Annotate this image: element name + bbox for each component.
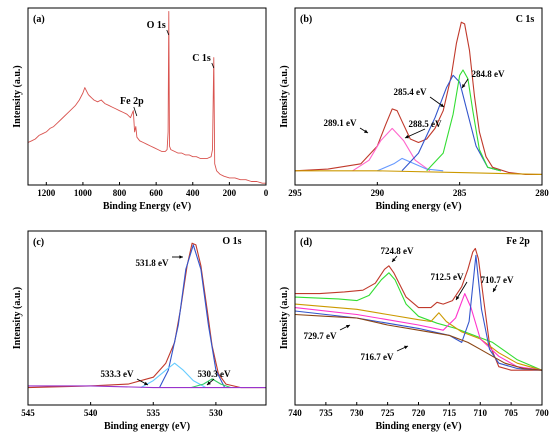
series-line-c-2 [140,362,207,389]
element-label-b: C 1s [516,14,535,25]
element-label-c: O 1s [222,236,241,247]
series-line-b-4 [426,69,501,172]
peak-label-c-2: 530.3 eV [198,369,231,379]
peak-label-b-2: 288.5 eV [409,119,442,129]
element-label-d: Fe 2p [506,236,530,247]
chart-panel-a: 1200 1000 800 600 400 200 0 Binding Energy (eV)… [12,7,269,212]
peak-arrowhead-b-3 [364,129,368,133]
y-axis-title-a: Intensity (a.u.) [12,65,23,128]
series-line-c-0 [27,242,266,389]
x-tick-label-d-3: 725 [381,408,395,418]
annotation-a-2: Fe 2p [120,96,144,107]
x-tick-label-b-2: 285 [453,188,467,198]
peak-label-d-0: 724.8 eV [381,246,414,256]
peak-arrowhead-c-2 [207,381,211,385]
x-tick-label-b-0: 295 [288,188,302,198]
plot-frame-c [27,230,267,406]
peak-label-d-4: 716.7 eV [361,352,394,362]
x-tick-label-c-0: 545 [21,408,35,418]
chart-panel-b: 295 290 285 280 Binding energy (eV) Intensity… [279,7,549,212]
x-tick-label-a-0: 1200 [37,188,56,198]
plot-frame-b [294,7,543,186]
x-axis-title-b: Binding energy (eV) [375,201,461,212]
chart-panel-c: 545 540 535 530 Binding energy (eV) Intensity… [12,230,267,432]
plot-frame-a [27,7,267,186]
x-tick-label-d-7: 705 [504,408,518,418]
x-tick-label-b-1: 290 [371,188,385,198]
x-tick-label-d-6: 710 [474,408,488,418]
peak-arrowhead-c-1 [144,381,148,385]
x-tick-label-a-4: 400 [186,188,200,198]
annotation-a-0: O 1s [147,20,166,31]
peak-label-b-1: 285.4 eV [394,87,427,97]
panel-label-c: (c) [33,237,44,248]
series-line-d-0 [295,247,542,371]
peak-arrowhead-b-2 [405,134,409,139]
peak-arrowhead-d-3 [346,325,350,329]
x-tick-label-a-1: 1000 [74,188,93,198]
x-tick-label-a-2: 800 [113,188,127,198]
series-line-b-5 [295,170,543,175]
series-line-d-1 [294,272,543,371]
annotation-leader-a-2 [133,106,138,117]
peak-arrowhead-b-1 [440,103,444,107]
series-line-a-0 [27,11,266,184]
annotation-leader-a-1 [211,62,215,69]
x-tick-label-d-5: 715 [443,408,457,418]
peak-arrowhead-b-0 [462,84,466,88]
series-line-b-1 [352,127,431,172]
x-axis-title-d: Binding energy (eV) [375,421,461,432]
x-tick-label-d-8: 700 [535,408,549,418]
y-axis-title-b: Intensity (a.u.) [279,65,290,128]
y-axis-title-d: Intensity (a.u.) [279,287,290,350]
annotation-leader-a-0 [166,29,170,36]
peak-label-d-1: 712.5 eV [431,272,464,282]
x-tick-label-d-0: 740 [288,408,302,418]
x-tick-label-c-3: 530 [209,408,223,418]
peak-arrowhead-c-0 [179,255,183,259]
x-tick-label-d-1: 735 [319,408,333,418]
x-tick-label-c-2: 535 [147,408,161,418]
x-tick-label-d-2: 730 [350,408,364,418]
x-tick-label-d-4: 720 [412,408,426,418]
x-axis-title-a: Binding Energy (eV) [103,201,191,212]
x-tick-label-a-5: 200 [223,188,237,198]
series-line-d-2 [294,303,543,371]
peak-label-d-2: 710.7 eV [481,275,514,285]
peak-arrow-b-2 [404,128,426,139]
series-line-c-3 [190,378,232,389]
panel-label-a: (a) [33,14,45,25]
series-line-b-2 [377,157,444,172]
series-line-c-1 [159,244,226,388]
annotation-a-1: C 1s [192,53,211,64]
x-tick-label-a-6: 0 [264,188,269,198]
chart-panel-d: 740 735 730 725 720 715 710 705 700 Binding energ… [279,230,549,432]
panel-label-d: (d) [300,237,312,248]
series-line-c-4 [28,385,266,389]
x-axis-title-c: Binding energy (eV) [104,421,190,432]
peak-label-c-1: 533.3 eV [101,369,134,379]
plot-frame-d [294,230,543,406]
peak-arrowhead-d-4 [404,345,408,350]
series-line-d-5 [294,313,543,371]
panel-label-b: (b) [300,14,312,25]
peak-arrowhead-d-1 [456,296,460,300]
x-tick-label-a-3: 600 [149,188,163,198]
series-line-b-3 [401,74,501,172]
x-tick-label-b-3: 280 [535,188,549,198]
series-line-b-0 [294,21,542,175]
peak-label-d-3: 729.7 eV [304,331,337,341]
peak-arrowhead-d-2 [493,288,497,292]
y-axis-title-c: Intensity (a.u.) [12,287,23,350]
x-tick-label-c-1: 540 [84,408,98,418]
series-line-d-4 [294,254,543,371]
peak-arrowhead-d-0 [392,258,396,262]
peak-label-b-3: 289.1 eV [324,118,357,128]
peak-label-c-0: 531.8 eV [136,258,169,268]
peak-label-b-0: 284.8 eV [472,69,505,79]
series-line-d-3 [294,293,543,371]
